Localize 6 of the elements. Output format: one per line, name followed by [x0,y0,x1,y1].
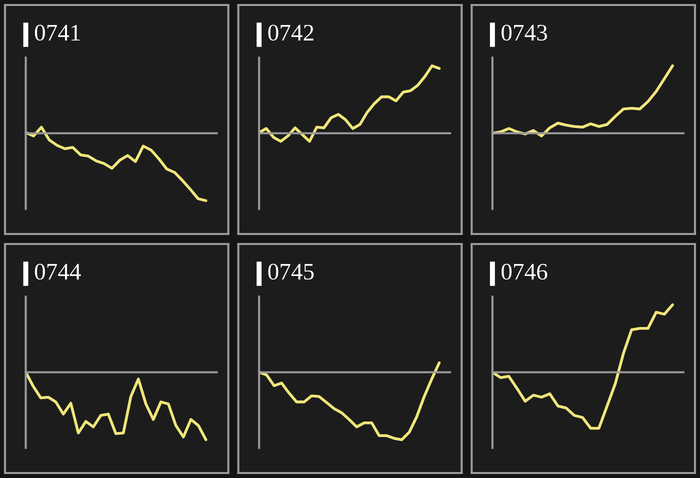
chart-title: 0745 [268,264,314,280]
chart-title: 0741 [34,24,80,41]
chart-title: 0746 [502,264,548,280]
chart-title: 0743 [502,24,547,41]
chart-title: 0742 [268,24,314,41]
chart-title: 0744 [34,264,81,280]
